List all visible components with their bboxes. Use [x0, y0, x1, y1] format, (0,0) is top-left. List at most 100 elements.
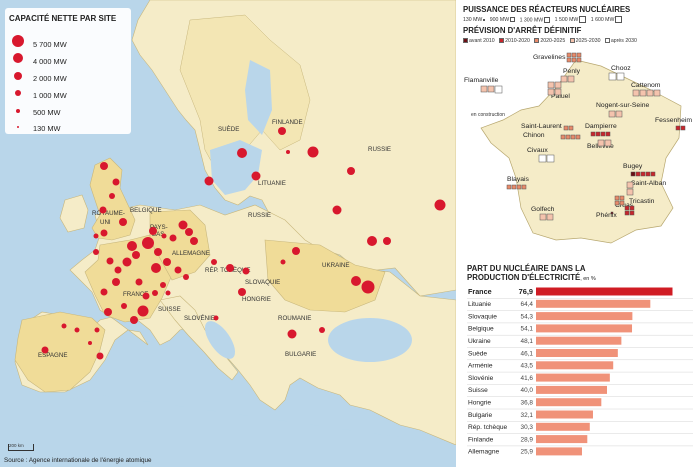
site-marker[interactable]: [41, 346, 49, 354]
site-marker[interactable]: [109, 193, 115, 199]
site-marker[interactable]: [319, 327, 325, 333]
site-marker[interactable]: [226, 264, 234, 272]
reactor-square[interactable]: [575, 134, 581, 140]
site-marker[interactable]: [361, 280, 375, 294]
reactor-square[interactable]: [640, 171, 646, 177]
reactor-square[interactable]: [568, 125, 574, 131]
site-marker[interactable]: [99, 206, 107, 214]
reactor-square[interactable]: [570, 134, 576, 140]
site-marker[interactable]: [434, 199, 446, 211]
site-marker[interactable]: [112, 178, 120, 186]
site-marker[interactable]: [122, 257, 132, 267]
site-marker[interactable]: [93, 249, 99, 255]
site-marker[interactable]: [383, 237, 391, 245]
site-marker[interactable]: [149, 227, 157, 235]
site-marker[interactable]: [152, 290, 158, 296]
site-marker[interactable]: [204, 176, 214, 186]
site-marker[interactable]: [132, 251, 140, 259]
site-marker[interactable]: [213, 315, 219, 321]
site-marker[interactable]: [160, 282, 166, 288]
site-marker[interactable]: [367, 236, 377, 246]
reactor-square[interactable]: [680, 125, 686, 131]
bar[interactable]: [536, 287, 673, 296]
reactor-square[interactable]: [539, 213, 547, 221]
reactor-square[interactable]: [616, 72, 625, 81]
bar[interactable]: [536, 447, 582, 456]
site-marker[interactable]: [100, 229, 108, 237]
site-marker[interactable]: [165, 290, 171, 296]
reactor-square[interactable]: [624, 205, 630, 211]
reactor-square[interactable]: [597, 139, 605, 147]
site-marker[interactable]: [178, 220, 188, 230]
reactor-square[interactable]: [605, 131, 611, 137]
site-marker[interactable]: [292, 247, 300, 255]
site-marker[interactable]: [130, 316, 138, 324]
reactor-square[interactable]: [639, 89, 647, 97]
site-marker[interactable]: [121, 303, 127, 309]
reactor-square[interactable]: [511, 184, 517, 190]
site-marker[interactable]: [142, 237, 154, 249]
site-marker[interactable]: [151, 263, 161, 273]
reactor-square[interactable]: [566, 52, 572, 58]
bar[interactable]: [536, 422, 590, 431]
site-marker[interactable]: [190, 237, 198, 245]
reactor-square[interactable]: [480, 85, 488, 93]
site-marker[interactable]: [94, 327, 100, 333]
site-marker[interactable]: [61, 323, 67, 329]
site-marker[interactable]: [114, 266, 122, 274]
reactor-square[interactable]: [571, 52, 577, 58]
reactor-square[interactable]: [521, 184, 527, 190]
site-marker[interactable]: [127, 241, 137, 251]
reactor-square[interactable]: [632, 89, 640, 97]
bar[interactable]: [536, 361, 614, 370]
reactor-square[interactable]: [595, 131, 601, 137]
bar[interactable]: [536, 435, 588, 444]
reactor-square[interactable]: [653, 89, 661, 97]
site-marker[interactable]: [238, 288, 246, 296]
site-marker[interactable]: [347, 167, 355, 175]
site-marker[interactable]: [100, 288, 108, 296]
reactor-square[interactable]: [608, 72, 617, 81]
bar[interactable]: [536, 349, 618, 357]
site-marker[interactable]: [104, 308, 112, 316]
reactor-square[interactable]: [624, 210, 630, 216]
site-marker[interactable]: [251, 171, 261, 181]
reactor-square[interactable]: [546, 154, 555, 163]
reactor-square[interactable]: [629, 210, 635, 216]
bar[interactable]: [536, 410, 593, 419]
bar[interactable]: [536, 312, 633, 321]
site-marker[interactable]: [96, 352, 104, 360]
site-marker[interactable]: [161, 233, 167, 239]
site-marker[interactable]: [74, 327, 80, 333]
site-marker[interactable]: [112, 278, 120, 286]
bar[interactable]: [536, 398, 602, 407]
reactor-square[interactable]: [576, 52, 582, 58]
reactor-square[interactable]: [576, 57, 582, 63]
site-marker[interactable]: [137, 305, 149, 317]
reactor-square[interactable]: [560, 75, 568, 83]
reactor-square[interactable]: [615, 110, 623, 118]
site-marker[interactable]: [242, 267, 250, 275]
reactor-square[interactable]: [610, 211, 614, 215]
reactor-square[interactable]: [516, 184, 522, 190]
reactor-square[interactable]: [560, 134, 566, 140]
site-marker[interactable]: [240, 151, 244, 155]
reactor-square[interactable]: [546, 213, 554, 221]
reactor-square[interactable]: [630, 171, 636, 177]
site-marker[interactable]: [93, 233, 99, 239]
reactor-square[interactable]: [563, 125, 569, 131]
site-marker[interactable]: [106, 257, 114, 265]
site-marker[interactable]: [185, 228, 193, 236]
reactor-square[interactable]: [645, 171, 651, 177]
reactor-square[interactable]: [629, 205, 635, 211]
site-marker[interactable]: [154, 248, 162, 256]
site-marker[interactable]: [119, 218, 127, 226]
site-marker[interactable]: [278, 127, 286, 135]
bar[interactable]: [536, 299, 651, 308]
site-marker[interactable]: [88, 341, 92, 345]
bar[interactable]: [536, 324, 633, 333]
reactor-square[interactable]: [675, 125, 681, 131]
reactor-square[interactable]: [635, 171, 641, 177]
site-marker[interactable]: [169, 234, 177, 242]
bar[interactable]: [536, 385, 607, 394]
